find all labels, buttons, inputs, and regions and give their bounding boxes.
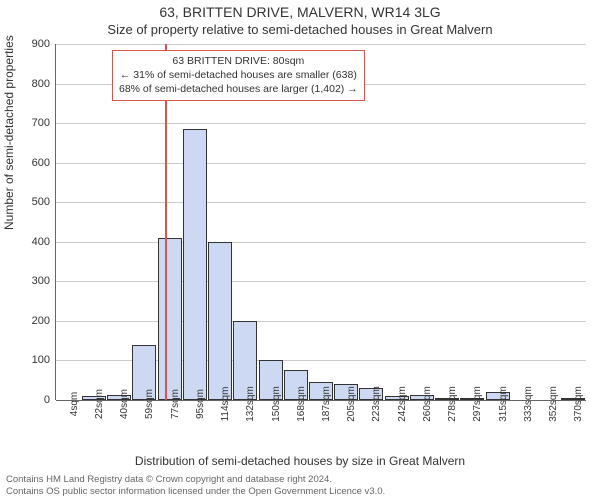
legend-line1: 63 BRITTEN DRIVE: 80sqm [119,54,358,68]
x-tick-label: 77sqm [170,389,181,419]
grid-line [56,281,586,282]
x-tick-label: 95sqm [195,389,206,419]
x-tick-label: 187sqm [321,386,332,422]
x-tick-label: 22sqm [94,389,105,419]
y-tick-label: 700 [10,117,50,129]
legend-box: 63 BRITTEN DRIVE: 80sqm← 31% of semi-det… [112,50,365,101]
x-axis-label: Distribution of semi-detached houses by … [0,454,600,468]
x-tick-label: 4sqm [69,392,80,416]
x-tick-label: 114sqm [220,387,231,422]
y-tick-label: 100 [10,354,50,366]
x-tick-label: 297sqm [472,386,483,422]
x-tick-label: 59sqm [144,389,155,419]
y-tick-label: 300 [10,275,50,287]
histogram-bar [183,129,207,400]
x-tick-label: 333sqm [523,386,534,422]
footnote: Contains HM Land Registry data © Crown c… [6,474,385,498]
y-tick-label: 600 [10,157,50,169]
legend-line2: ← 31% of semi-detached houses are smalle… [119,68,358,82]
chart-container: 63, BRITTEN DRIVE, MALVERN, WR14 3LG Siz… [0,0,600,500]
grid-line [56,123,586,124]
x-tick-label: 132sqm [245,386,256,422]
y-axis-line [55,44,56,400]
x-tick-label: 278sqm [447,386,458,422]
plot-area: 01002003004005006007008009004sqm22sqm40s… [56,44,586,400]
x-tick-label: 168sqm [296,386,307,422]
x-tick-label: 315sqm [498,386,509,422]
y-tick-label: 500 [10,196,50,208]
y-tick-label: 200 [10,315,50,327]
title: 63, BRITTEN DRIVE, MALVERN, WR14 3LG [0,4,600,20]
histogram-bar [158,238,182,400]
x-tick-label: 205sqm [346,386,357,422]
footnote-line1: Contains HM Land Registry data © Crown c… [6,474,385,486]
histogram-bar [208,242,232,400]
x-tick-label: 352sqm [548,386,559,422]
x-tick-label: 150sqm [271,386,282,422]
y-tick-label: 900 [10,38,50,50]
grid-line [56,321,586,322]
x-tick-label: 242sqm [397,386,408,422]
grid-line [56,242,586,243]
y-tick-label: 400 [10,236,50,248]
grid-line [56,202,586,203]
x-tick-label: 370sqm [573,386,584,422]
y-tick-label: 800 [10,78,50,90]
footnote-line2: Contains OS public sector information li… [6,486,385,498]
x-tick-label: 223sqm [371,386,382,422]
x-tick-label: 260sqm [422,386,433,422]
subtitle: Size of property relative to semi-detach… [0,22,600,37]
x-tick-label: 40sqm [119,389,130,419]
y-tick-label: 0 [10,394,50,406]
grid-line [56,163,586,164]
grid-line [56,44,586,45]
x-axis-line [56,400,586,401]
legend-line3: 68% of semi-detached houses are larger (… [119,82,358,96]
